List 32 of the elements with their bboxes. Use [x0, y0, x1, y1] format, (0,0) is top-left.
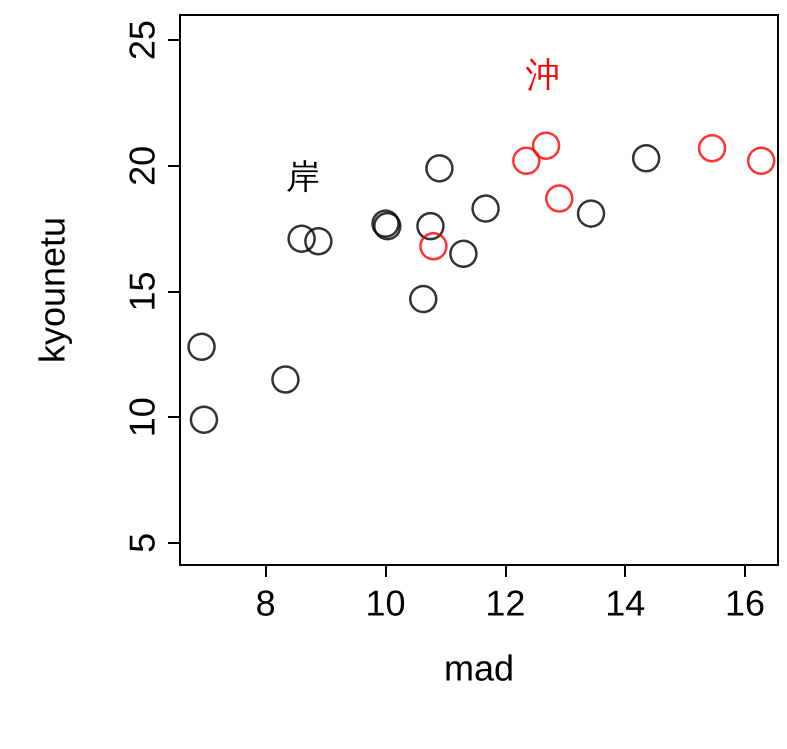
point — [416, 212, 445, 240]
point — [409, 284, 438, 314]
point — [449, 240, 478, 268]
point — [512, 146, 541, 176]
point — [632, 144, 660, 173]
point — [545, 184, 574, 213]
point — [425, 154, 454, 183]
y-tick-label: 10 — [122, 397, 162, 438]
x-tick-label: 14 — [605, 582, 646, 624]
point — [532, 131, 560, 160]
x-tick-label: 12 — [485, 582, 526, 624]
point — [287, 224, 316, 253]
y-tick-label: 5 — [122, 532, 162, 553]
point — [190, 405, 218, 434]
point — [747, 146, 776, 176]
point — [576, 199, 606, 228]
point — [471, 194, 500, 223]
x-tick-label: 16 — [725, 582, 766, 624]
x-tick-label: 8 — [256, 582, 276, 624]
y-tick-label: 20 — [122, 146, 162, 186]
series-label: 岸 — [286, 157, 320, 197]
y-axis-title: kyounetu — [32, 216, 72, 364]
point — [419, 232, 448, 261]
series-label: 沖 — [526, 55, 560, 95]
x-tick-label: 10 — [366, 582, 406, 624]
y-tick-label: 15 — [122, 271, 162, 312]
point — [698, 134, 726, 162]
point — [304, 226, 333, 256]
point — [187, 332, 216, 362]
x-axis-title: mad — [444, 648, 514, 688]
y-tick-label: 25 — [122, 20, 162, 60]
point — [271, 365, 300, 394]
